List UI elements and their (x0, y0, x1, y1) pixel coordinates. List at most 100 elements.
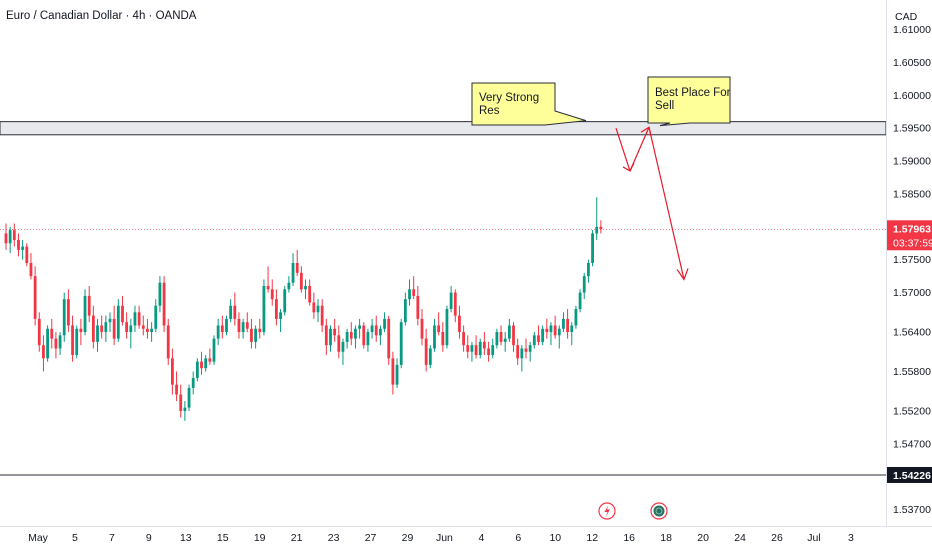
candle (374, 315, 378, 342)
candle (541, 325, 545, 346)
candle (245, 312, 249, 333)
event-icon[interactable] (650, 502, 668, 520)
candle (333, 318, 337, 342)
price-tick-label: 1.58500 (893, 188, 931, 200)
candle (524, 338, 528, 359)
callout-text-line1: Best Place For (655, 87, 731, 99)
time-tick-label: Jul (807, 532, 820, 544)
trade-arrows[interactable] (615, 126, 689, 281)
candle (399, 318, 403, 369)
candle (4, 223, 8, 250)
candle (570, 322, 574, 346)
candle (275, 289, 278, 326)
candle (37, 312, 41, 352)
candle (129, 318, 133, 349)
candle (104, 315, 108, 342)
time-tick-label: 26 (771, 532, 783, 544)
plot-area[interactable] (0, 0, 886, 526)
time-tick-label: 21 (291, 532, 303, 544)
time-tick-label: 20 (697, 532, 709, 544)
candle (58, 332, 62, 356)
time-tick-labels: May 5 7 9 13 15 19 21 23 27 29 Jun 4 6 10 12 16 18 20 24 26 J… (28, 532, 854, 544)
candle (137, 305, 141, 329)
current-price-badge[interactable]: 1.57963 03:37:59 (887, 220, 932, 251)
candle (133, 305, 137, 333)
candle (599, 220, 603, 234)
time-tick-label: 19 (254, 532, 266, 544)
candle (91, 305, 95, 349)
candle (354, 325, 357, 349)
drop-arrow[interactable] (648, 127, 685, 280)
callout-text-line2: Res (479, 105, 500, 117)
price-tick-label: 1.56400 (893, 327, 931, 339)
candle (304, 279, 307, 300)
price-tick-label: 1.59500 (893, 123, 931, 135)
callout-very-strong-res[interactable]: Very Strong Res (471, 82, 587, 126)
candle (428, 345, 432, 369)
candle (8, 226, 12, 254)
candle (487, 341, 490, 362)
candle (449, 286, 453, 313)
candle (391, 351, 395, 395)
candle (466, 335, 470, 359)
candle (458, 305, 461, 339)
candle (516, 338, 520, 365)
candle (287, 276, 291, 293)
candle (283, 286, 287, 316)
price-tick-label: 1.60500 (893, 57, 931, 69)
candle (379, 325, 382, 346)
current-price-badge-bg (887, 220, 932, 251)
candle (462, 325, 465, 352)
candle (299, 266, 303, 293)
time-axis[interactable] (0, 526, 932, 550)
candle (12, 223, 16, 247)
candle (254, 325, 257, 349)
candle (96, 318, 99, 352)
candle (21, 239, 25, 260)
time-tick-label: 23 (328, 532, 340, 544)
candle (191, 371, 195, 395)
candle (75, 325, 79, 359)
candle (528, 341, 532, 362)
candle (549, 322, 553, 346)
candle (312, 292, 316, 319)
candle (499, 325, 503, 346)
rise-to-zone-arrow[interactable] (629, 126, 650, 172)
candle (208, 348, 212, 365)
candle (507, 318, 511, 342)
callout-text-line2: Sell (655, 100, 674, 112)
candle (358, 318, 361, 339)
callout-bubble (471, 82, 587, 126)
candle (179, 384, 183, 418)
time-tick-label: 7 (109, 532, 115, 544)
price-tick-labels: 1.61000 1.60500 1.60000 1.59500 1.59000 1.585… (893, 24, 931, 516)
candle (424, 328, 428, 372)
price-axis[interactable] (886, 0, 932, 550)
resistance-zone[interactable] (0, 121, 887, 136)
time-tick-label: 5 (72, 532, 78, 544)
candle (121, 295, 124, 326)
candle (366, 328, 370, 352)
candle (362, 322, 366, 349)
candle (25, 243, 29, 267)
lightning-icon[interactable] (598, 502, 616, 520)
candle (453, 289, 457, 323)
candle (503, 332, 507, 352)
pullback-arrow[interactable] (615, 128, 631, 172)
bar-countdown: 03:37:59 (893, 237, 932, 249)
candle (237, 312, 241, 339)
support-price-badge[interactable]: 1.54226 (887, 466, 932, 483)
callout-best-place-for-sell[interactable]: Best Place For Sell (647, 76, 731, 127)
candle (324, 318, 328, 356)
candle (532, 332, 536, 349)
candle (445, 305, 449, 349)
candle (83, 289, 87, 336)
price-tick-label: 1.61000 (893, 24, 931, 36)
time-tick-label: 4 (478, 532, 484, 544)
candle (225, 315, 228, 336)
candle (150, 322, 153, 342)
candle (112, 305, 116, 346)
candle (483, 332, 486, 356)
